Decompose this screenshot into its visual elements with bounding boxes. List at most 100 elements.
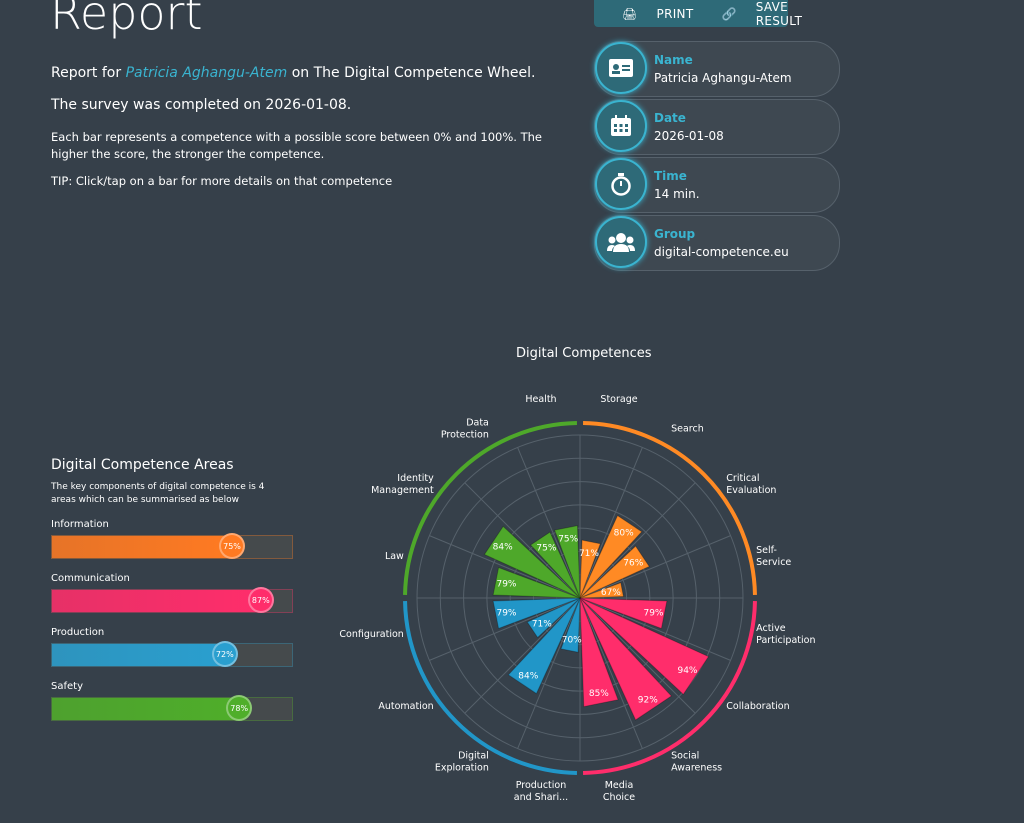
bar-collaboration[interactable]	[579, 597, 710, 696]
save-label: SAVE RESULT	[755, 0, 803, 28]
print-label: PRINT	[656, 6, 694, 21]
bar-value-label: 84%	[518, 671, 538, 681]
bar-value-label: 75%	[558, 535, 578, 545]
stopwatch-icon	[595, 158, 647, 210]
category-label: Configuration	[339, 629, 403, 640]
area-label-production: Production	[51, 627, 105, 638]
grid-spoke	[579, 597, 731, 661]
area-label-information: Information	[51, 519, 109, 530]
bar-data-protection[interactable]	[529, 531, 581, 599]
area-label-safety: Safety	[51, 681, 83, 692]
info-card-date: Date 2026-01-08	[594, 99, 840, 155]
info-label: Name	[654, 53, 693, 67]
bar-law[interactable]	[492, 566, 581, 599]
bar-value-label: 92%	[638, 695, 658, 705]
grid-spoke	[429, 597, 581, 661]
print-button[interactable]: 🖨 PRINT	[608, 7, 693, 21]
bar-value-label: 79%	[643, 609, 663, 619]
bar-digital-exploration[interactable]	[507, 597, 581, 695]
info-value: digital-competence.eu	[654, 245, 789, 259]
toolbar: 🖨 PRINT 🔗 SAVE RESULT	[594, 0, 802, 28]
category-label: Data Protection	[441, 418, 489, 441]
bar-social-awareness[interactable]	[579, 597, 673, 721]
area-bar-fill	[52, 698, 240, 720]
category-label: Production and Shari...	[514, 780, 568, 803]
category-label: Collaboration	[726, 701, 789, 712]
report-for-suffix: on The Digital Competence Wheel.	[287, 65, 536, 81]
completed-text: The survey was completed on 2026-01-08.	[51, 97, 352, 113]
bar-storage[interactable]	[579, 539, 601, 599]
bar-value-label: 76%	[623, 558, 643, 568]
link-icon: 🔗	[721, 6, 737, 21]
tip-text: TIP: Click/tap on a bar for more details…	[51, 174, 393, 188]
area-bar-communication[interactable]: 87%	[51, 587, 293, 613]
bar-production-and-shari-[interactable]	[560, 597, 581, 653]
info-card-time: Time 14 min.	[594, 157, 840, 213]
category-label: Storage	[600, 394, 637, 405]
bar-self-service[interactable]	[579, 582, 625, 599]
area-value-badge: 75%	[219, 533, 245, 559]
bar-value-label: 94%	[677, 666, 697, 676]
chart-title: Digital Competences	[516, 346, 652, 361]
printer-icon: 🖨	[622, 6, 638, 21]
person-link[interactable]: Patricia Aghangu-Atem	[125, 65, 288, 81]
bar-critical-evaluation[interactable]	[579, 545, 650, 599]
category-label: Critical Evaluation	[726, 473, 776, 496]
grid-spoke	[579, 482, 696, 599]
area-bar-fill	[52, 644, 225, 666]
category-label: Social Awareness	[671, 750, 722, 773]
grid-spoke	[429, 535, 581, 599]
save-result-button[interactable]: 🔗 SAVE RESULT	[707, 0, 802, 28]
info-value: 2026-01-08	[654, 129, 724, 143]
report-for: Report for Patricia Aghangu-Atem on The …	[51, 65, 535, 81]
bar-value-label: 71%	[532, 620, 552, 630]
bar-value-label: 85%	[589, 689, 609, 699]
grid-spoke	[464, 482, 581, 599]
category-label: Media Choice	[603, 780, 635, 803]
info-label: Time	[654, 169, 687, 183]
grid-spoke	[579, 597, 643, 749]
area-arc-information	[583, 421, 757, 595]
id-card-icon	[595, 42, 647, 94]
area-value-badge: 72%	[211, 641, 238, 667]
info-value: 14 min.	[654, 187, 700, 201]
bar-automation[interactable]	[526, 597, 581, 639]
bar-identity-management[interactable]	[483, 525, 581, 599]
category-label: Law	[385, 551, 404, 562]
bar-value-label: 67%	[601, 588, 621, 598]
bar-value-label: 79%	[496, 579, 516, 589]
calendar-icon	[595, 100, 647, 152]
bar-value-label: 71%	[579, 549, 599, 559]
area-bar-safety[interactable]: 78%	[51, 695, 293, 721]
area-bar-production[interactable]: 72%	[51, 641, 293, 667]
grid-spoke	[517, 447, 581, 599]
area-arc-safety	[403, 421, 577, 595]
bar-health[interactable]	[553, 524, 581, 599]
category-label: Search	[671, 424, 704, 435]
grid-spoke	[579, 597, 696, 714]
area-arc-production	[403, 601, 577, 775]
area-label-communication: Communication	[51, 573, 130, 584]
info-label: Date	[654, 111, 686, 125]
bar-active-participation[interactable]	[579, 597, 668, 630]
area-bar-information[interactable]: 75%	[51, 533, 293, 559]
area-value-badge: 87%	[247, 587, 274, 613]
area-bar-fill	[52, 590, 261, 612]
area-bar-fill	[52, 536, 232, 558]
bar-configuration[interactable]	[492, 597, 581, 630]
info-card-name: Name Patricia Aghangu-Atem	[594, 41, 840, 97]
report-for-prefix: Report for	[51, 65, 126, 81]
bar-value-label: 80%	[614, 529, 634, 539]
bar-search[interactable]	[579, 514, 643, 599]
grid-spoke	[517, 597, 581, 749]
description-text: Each bar represents a competence with a …	[51, 130, 542, 161]
bar-media-choice[interactable]	[579, 597, 619, 708]
areas-description: The key components of digital competence…	[51, 482, 265, 505]
bar-value-label: 70%	[562, 636, 582, 646]
areas-title: Digital Competence Areas	[51, 457, 234, 473]
bar-value-label: 79%	[496, 609, 516, 619]
category-label: Digital Exploration	[435, 750, 489, 773]
bar-value-label: 75%	[536, 544, 556, 554]
grid-spoke	[579, 535, 731, 599]
